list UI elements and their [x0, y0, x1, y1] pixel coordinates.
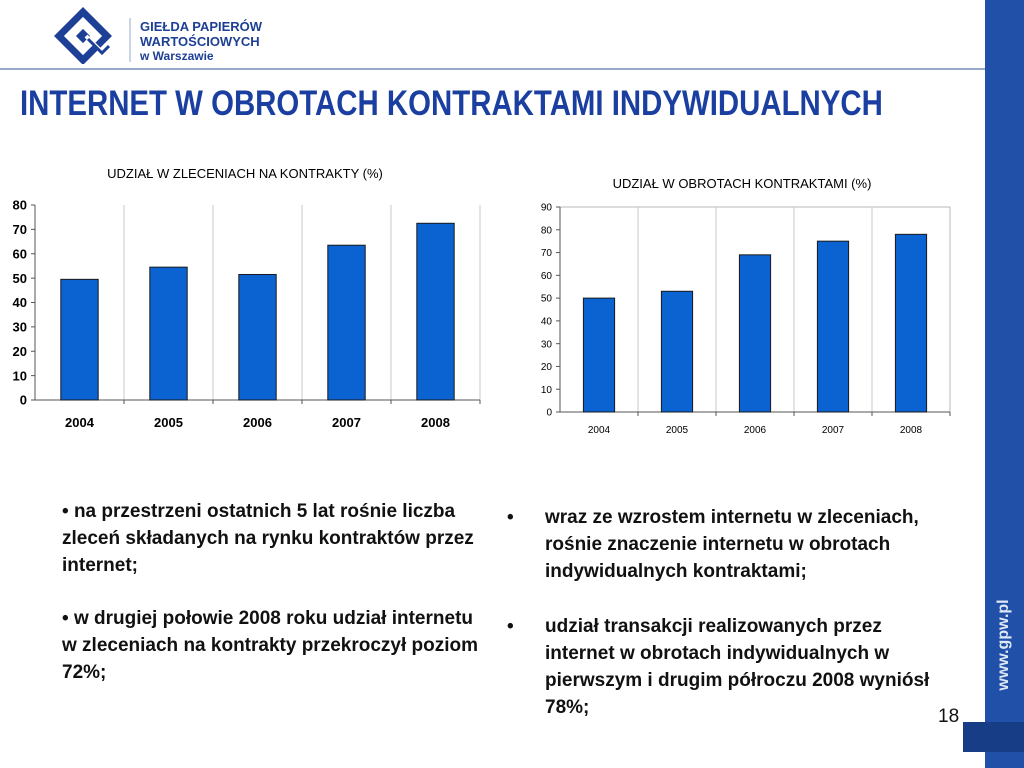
- y-tick-label: 10: [13, 368, 27, 383]
- y-tick-label: 80: [13, 198, 27, 213]
- y-tick-label: 80: [541, 225, 553, 236]
- logo-line-2: WARTOŚCIOWYCH: [140, 34, 260, 49]
- header-rule: [0, 68, 985, 70]
- bullet-marker: •: [62, 501, 69, 522]
- bar-2007: [327, 244, 366, 401]
- y-tick-label: 40: [541, 316, 553, 327]
- chart-orders-share: UDZIAŁ W ZLECENIACH NA KONTRAKTY (%) 0 10 2…: [13, 166, 481, 430]
- left-bullet-2: • w drugiej połowie 2008 roku udział int…: [62, 605, 482, 686]
- x-tick-label: 2005: [666, 425, 689, 436]
- y-tick-label: 10: [541, 385, 553, 396]
- y-tick-label: 50: [541, 294, 553, 305]
- y-tick-label: 40: [13, 295, 27, 310]
- bar-2004: [60, 278, 99, 401]
- x-tick-label: 2006: [744, 425, 767, 436]
- y-tick-label: 90: [541, 203, 553, 214]
- logo-line-3: w Warszawie: [140, 49, 214, 63]
- x-tick-label: 2004: [65, 415, 95, 430]
- bullet-marker: •: [507, 616, 514, 637]
- right-bullet-2: • udział transakcji realizowanych przez i…: [505, 613, 945, 721]
- bar-2004: [582, 297, 616, 413]
- bar-2007: [816, 240, 850, 413]
- x-tick-label: 2007: [822, 425, 845, 436]
- bullet-text: w drugiej połowie 2008 roku udział inter…: [62, 608, 479, 683]
- logo-text: GIEŁDA PAPIERÓW WARTOŚCIOWYCH w Warszawi…: [140, 19, 262, 64]
- bullet-text: wraz ze wzrostem internetu w zleceniach,…: [545, 507, 919, 582]
- x-tick-label: 2005: [154, 415, 183, 430]
- bar-2005: [660, 290, 694, 413]
- bar-2006: [238, 273, 277, 401]
- y-tick-label: 70: [541, 248, 553, 259]
- x-tick-label: 2008: [421, 415, 450, 430]
- y-tick-label: 70: [13, 222, 27, 237]
- chart-title: UDZIAŁ W OBROTACH KONTRAKTAMI (%): [613, 176, 872, 191]
- bar-2006: [738, 254, 772, 413]
- y-tick-label: 0: [20, 393, 27, 408]
- chart-turnover-share: UDZIAŁ W OBROTACH KONTRAKTAMI (%) 0 10 20 30…: [541, 176, 951, 436]
- page-number: 18: [938, 706, 960, 727]
- y-tick-label: 60: [541, 271, 553, 282]
- right-bullet-list: • wraz ze wzrostem internetu w zleceniach…: [505, 504, 945, 721]
- bullet-text: na przestrzeni ostatnich 5 lat rośnie li…: [62, 501, 474, 576]
- side-url-text: www.gpw.pl: [995, 599, 1012, 691]
- y-tick-label: 30: [13, 320, 27, 335]
- chart-title: UDZIAŁ W ZLECENIACH NA KONTRAKTY (%): [107, 166, 383, 181]
- left-bullet-list: • na przestrzeni ostatnich 5 lat rośnie …: [62, 498, 482, 686]
- bar-2005: [149, 266, 188, 401]
- slide-title: INTERNET W OBROTACH KONTRAKTAMI INDYWIDU…: [20, 84, 883, 123]
- gpw-logo-icon: [54, 7, 112, 64]
- bullet-marker: •: [507, 507, 514, 528]
- logo-line-1: GIEŁDA PAPIERÓW: [140, 19, 263, 34]
- x-tick-label: 2007: [332, 415, 361, 430]
- gpw-logo: GIEŁDA PAPIERÓW WARTOŚCIOWYCH w Warszawi…: [52, 6, 292, 64]
- x-tick-label: 2008: [900, 425, 923, 436]
- y-tick-label: 20: [13, 344, 27, 359]
- bar-2008: [416, 222, 455, 401]
- side-bar: [985, 0, 1024, 768]
- y-tick-label: 50: [13, 271, 27, 286]
- y-tick-label: 60: [13, 246, 27, 261]
- x-tick-label: 2006: [243, 415, 272, 430]
- logo-divider: [129, 18, 131, 62]
- side-bar-accent: [963, 722, 1024, 752]
- x-tick-label: 2004: [588, 425, 611, 436]
- y-tick-label: 30: [541, 339, 553, 350]
- y-tick-label: 20: [541, 362, 553, 373]
- bullet-marker: •: [62, 608, 69, 629]
- right-bullet-1: • wraz ze wzrostem internetu w zleceniach…: [505, 504, 945, 585]
- left-bullet-1: • na przestrzeni ostatnich 5 lat rośnie …: [62, 498, 482, 579]
- bullet-text: udział transakcji realizowanych przez in…: [545, 616, 930, 718]
- bar-2008: [894, 233, 928, 413]
- y-tick-label: 0: [546, 408, 552, 419]
